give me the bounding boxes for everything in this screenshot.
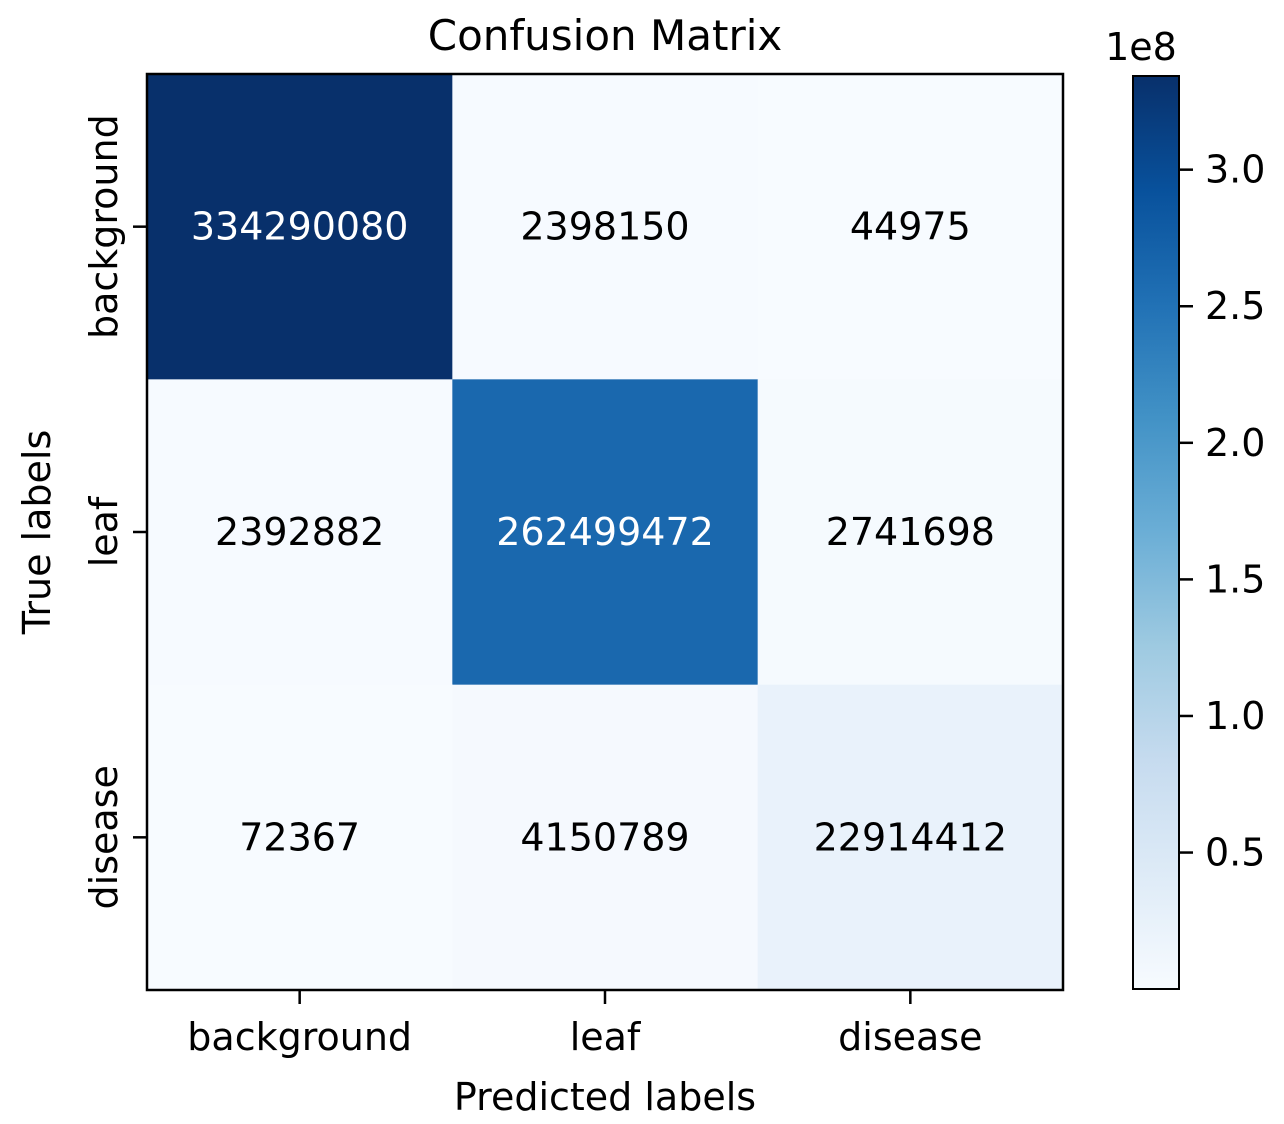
cell-value-label-r2-c1: 4150789 [520,815,689,859]
cell-value-label-r1-c0: 2392882 [215,510,384,554]
cell-value-label-r0-c1: 2398150 [520,205,689,249]
heatmap-cell-r2-c1 [452,684,759,991]
heatmap-cell-r1-c1 [452,379,759,686]
colorbar-tick-label-0: 0.5 [1205,831,1265,875]
heatmap-cell-r0-c1 [452,74,759,380]
y-tick-label-0: background [82,114,126,339]
colorbar [1132,75,1180,990]
cell-value-label-r1-c1: 262499472 [496,510,714,554]
chart-title: Confusion Matrix [428,11,783,60]
heatmap-cell-r1-c0 [147,379,453,686]
colorbar-offset-label: 1e8 [1105,25,1177,69]
cell-value-label-r0-c2: 44975 [850,205,971,249]
heatmap-cell-r0-c2 [757,74,1064,380]
heatmap-cell-r2-c2 [757,684,1064,991]
x-tick-label-1: leaf [570,1015,642,1059]
colorbar-tick-label-3: 2.0 [1205,421,1265,465]
colorbar-tick-label-1: 1.0 [1205,694,1265,738]
heatmap-cell-r0-c0 [147,74,453,380]
heatmap-cells [147,74,1064,991]
colorbar-tick-label-5: 3.0 [1205,148,1265,192]
x-axis-ticks: background leaf disease [187,990,982,1059]
x-tick-label-2: disease [838,1015,982,1059]
cell-value-label-r1-c2: 2741698 [826,510,995,554]
colorbar-tick-label-4: 2.5 [1205,284,1265,328]
y-tick-label-2: disease [82,765,126,909]
heatmap-cell-r1-c2 [757,379,1064,686]
x-axis-label: Predicted labels [454,1075,756,1119]
colorbar-ticks: 0.5 1.0 1.5 2.0 2.5 3.0 [1179,148,1265,875]
heatmap-cell-labels: 334290080 2398150 44975 2392882 262499472 274… [191,205,1007,860]
x-tick-label-0: background [187,1015,412,1059]
cell-value-label-r0-c0: 334290080 [191,205,409,249]
y-axis-label: True labels [15,430,59,636]
cell-value-label-r2-c2: 22914412 [814,815,1007,859]
heatmap-cell-r2-c0 [147,684,453,991]
cell-value-label-r2-c0: 72367 [239,815,360,859]
y-axis-ticks: background leaf disease [82,114,147,909]
y-tick-label-1: leaf [82,495,126,567]
colorbar-tick-label-2: 1.5 [1205,557,1265,601]
